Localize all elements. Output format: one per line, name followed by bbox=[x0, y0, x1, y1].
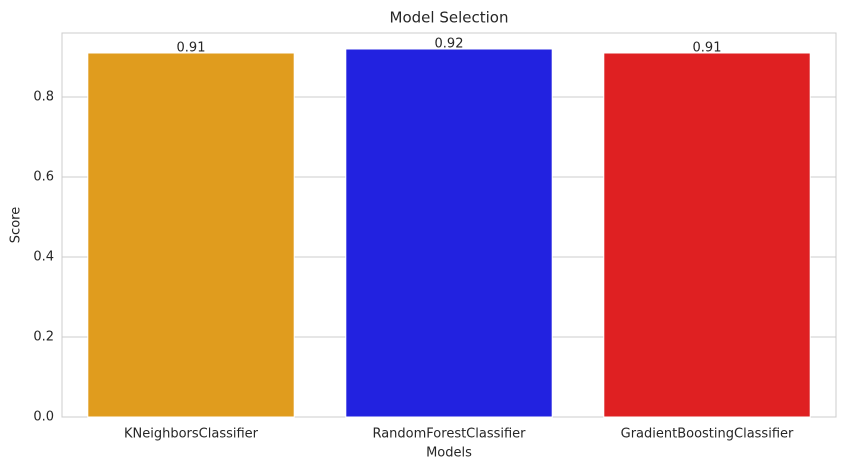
chart-title: Model Selection bbox=[390, 9, 509, 27]
y-tick-label: 0.2 bbox=[33, 330, 54, 345]
bar bbox=[603, 52, 811, 418]
y-tick-label: 0.0 bbox=[33, 410, 54, 425]
value-label: 0.91 bbox=[177, 41, 206, 56]
value-label: 0.92 bbox=[435, 37, 464, 52]
y-tick-label: 0.4 bbox=[33, 250, 54, 265]
y-axis-label: Score bbox=[9, 207, 24, 243]
y-tick-label: 0.8 bbox=[33, 90, 54, 105]
value-label: 0.91 bbox=[693, 41, 722, 56]
bar bbox=[345, 48, 553, 418]
x-tick-label: KNeighborsClassifier bbox=[124, 427, 259, 442]
x-axis-label: Models bbox=[426, 446, 472, 461]
x-tick-label: GradientBoostingClassifier bbox=[621, 427, 794, 442]
x-tick-label: RandomForestClassifier bbox=[372, 427, 526, 442]
bar bbox=[87, 52, 295, 418]
y-tick-label: 0.6 bbox=[33, 170, 54, 185]
